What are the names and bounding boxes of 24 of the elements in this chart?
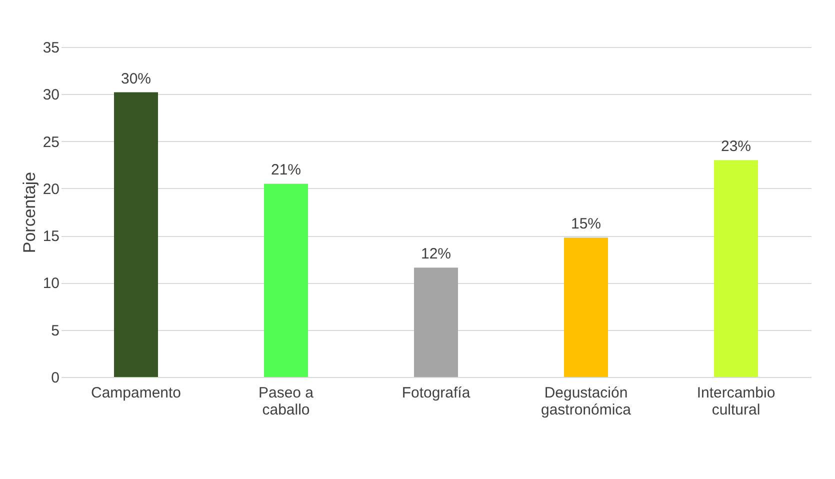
- bar: [564, 237, 608, 377]
- y-tick-label: 10: [42, 275, 60, 292]
- x-tick-label: Intercambio cultural: [696, 384, 776, 418]
- data-label: 21%: [270, 162, 302, 179]
- y-tick-label: 15: [42, 228, 60, 246]
- y-tick-label: 35: [42, 40, 60, 56]
- data-label: 30%: [120, 70, 152, 88]
- y-tick-label: 0: [51, 370, 60, 386]
- bar: [114, 92, 158, 377]
- y-tick-label: 25: [42, 134, 60, 151]
- x-tick-label: Fotografía: [402, 384, 471, 402]
- data-label: 12%: [420, 246, 452, 263]
- bar: [414, 268, 458, 377]
- bar: [714, 160, 758, 377]
- y-axis-title: Porcentaje: [20, 172, 39, 254]
- data-label: 23%: [720, 138, 752, 156]
- bar: [264, 184, 308, 377]
- y-tick-label: 20: [42, 180, 60, 198]
- x-tick-label: Degustación gastronómica: [540, 384, 632, 418]
- y-tick-label: 5: [51, 322, 60, 340]
- x-tick-label: Campamento: [90, 384, 182, 402]
- data-label: 15%: [570, 215, 602, 232]
- y-tick-label: 30: [42, 86, 60, 104]
- x-tick-label: Paseo a caballo: [258, 384, 314, 418]
